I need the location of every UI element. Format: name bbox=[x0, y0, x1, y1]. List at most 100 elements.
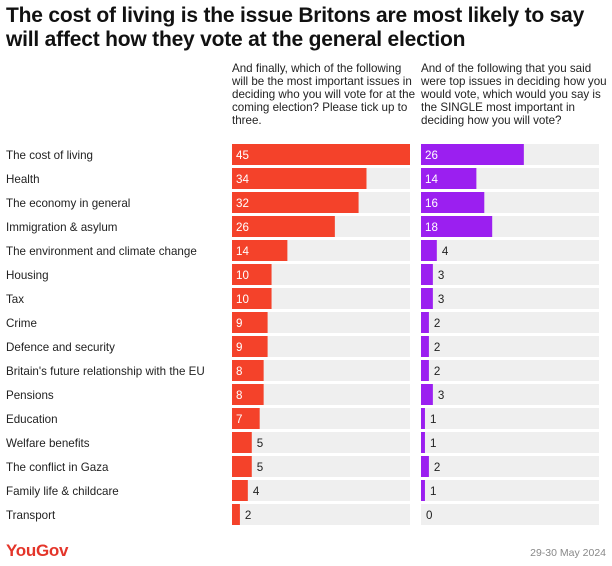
right-bar bbox=[421, 336, 429, 357]
category-label: Immigration & asylum bbox=[6, 221, 117, 234]
right-value-label: 1 bbox=[430, 485, 436, 498]
right-bar bbox=[421, 432, 425, 453]
category-label: The environment and climate change bbox=[6, 245, 197, 258]
left-bar bbox=[232, 360, 264, 381]
right-bar bbox=[421, 192, 485, 213]
right-bar-track bbox=[421, 384, 599, 405]
right-bar bbox=[421, 360, 429, 381]
left-bar bbox=[232, 192, 359, 213]
right-bar bbox=[421, 264, 433, 285]
right-bar bbox=[421, 480, 425, 501]
right-value-label: 2 bbox=[434, 461, 440, 474]
left-bar-track bbox=[232, 432, 410, 453]
yougov-logo: YouGov bbox=[6, 541, 69, 560]
right-bar bbox=[421, 168, 477, 189]
left-value-label: 10 bbox=[236, 293, 249, 306]
category-label: The economy in general bbox=[6, 197, 130, 210]
left-bar bbox=[232, 168, 367, 189]
right-bar-track bbox=[421, 336, 599, 357]
left-value-label: 8 bbox=[236, 365, 242, 378]
right-value-label: 26 bbox=[425, 149, 438, 162]
left-value-label: 5 bbox=[257, 461, 263, 474]
chart-title: The cost of living is the issue Britons … bbox=[6, 4, 585, 51]
right-value-label: 14 bbox=[425, 173, 438, 186]
right-value-label: 1 bbox=[430, 413, 436, 426]
left-bar bbox=[232, 264, 272, 285]
left-bar bbox=[232, 456, 252, 477]
category-label: Crime bbox=[6, 317, 37, 330]
right-bar-track bbox=[421, 456, 599, 477]
category-label: Welfare benefits bbox=[6, 437, 90, 450]
left-bar-track bbox=[232, 384, 410, 405]
category-label: Tax bbox=[6, 293, 24, 306]
left-value-label: 14 bbox=[236, 245, 249, 258]
right-value-label: 18 bbox=[425, 221, 438, 234]
right-bar-track bbox=[421, 480, 599, 501]
left-bar bbox=[232, 240, 288, 261]
category-label: Pensions bbox=[6, 389, 54, 402]
left-bar-track bbox=[232, 360, 410, 381]
left-bar-track bbox=[232, 312, 410, 333]
right-bar bbox=[421, 384, 433, 405]
left-bar-track bbox=[232, 504, 410, 525]
right-bar-track bbox=[421, 240, 599, 261]
category-label: Britain's future relationship with the E… bbox=[6, 365, 205, 378]
right-value-label: 3 bbox=[438, 269, 444, 282]
left-column-question: And finally, which of the following will… bbox=[232, 62, 416, 127]
category-label: Defence and security bbox=[6, 341, 115, 354]
left-bar bbox=[232, 336, 268, 357]
left-value-label: 2 bbox=[245, 509, 251, 522]
left-bar bbox=[232, 432, 252, 453]
right-bar bbox=[421, 288, 433, 309]
left-value-label: 7 bbox=[236, 413, 242, 426]
left-bar-track bbox=[232, 336, 410, 357]
right-bar-track bbox=[421, 288, 599, 309]
right-value-label: 2 bbox=[434, 317, 440, 330]
right-value-label: 1 bbox=[430, 437, 436, 450]
left-value-label: 9 bbox=[236, 341, 242, 354]
right-bar bbox=[421, 456, 429, 477]
right-bar bbox=[421, 144, 524, 165]
right-bar-track bbox=[421, 432, 599, 453]
category-label: Health bbox=[6, 173, 40, 186]
survey-date: 29-30 May 2024 bbox=[530, 547, 606, 559]
left-bar bbox=[232, 144, 410, 165]
left-bar-track bbox=[232, 288, 410, 309]
category-label: The cost of living bbox=[6, 149, 93, 162]
left-bar-track bbox=[232, 408, 410, 429]
right-value-label: 3 bbox=[438, 389, 444, 402]
left-value-label: 26 bbox=[236, 221, 249, 234]
left-value-label: 32 bbox=[236, 197, 249, 210]
left-value-label: 34 bbox=[236, 173, 249, 186]
category-label: The conflict in Gaza bbox=[6, 461, 109, 474]
left-bar bbox=[232, 408, 260, 429]
right-value-label: 3 bbox=[438, 293, 444, 306]
left-value-label: 10 bbox=[236, 269, 249, 282]
left-bar bbox=[232, 288, 272, 309]
left-bar bbox=[232, 384, 264, 405]
left-bar bbox=[232, 480, 248, 501]
right-value-label: 0 bbox=[426, 509, 432, 522]
left-value-label: 5 bbox=[257, 437, 263, 450]
left-bar-track bbox=[232, 456, 410, 477]
right-bar bbox=[421, 240, 437, 261]
right-column-question: And of the following that you said were … bbox=[421, 62, 607, 127]
category-label: Family life & childcare bbox=[6, 485, 119, 498]
left-value-label: 9 bbox=[236, 317, 242, 330]
category-label: Housing bbox=[6, 269, 49, 282]
right-bar-track bbox=[421, 264, 599, 285]
left-value-label: 4 bbox=[253, 485, 260, 498]
left-bar bbox=[232, 312, 268, 333]
left-value-label: 45 bbox=[236, 149, 249, 162]
right-bar bbox=[421, 408, 425, 429]
left-bar bbox=[232, 504, 240, 525]
category-label: Education bbox=[6, 413, 58, 426]
category-label: Transport bbox=[6, 509, 56, 522]
right-bar bbox=[421, 216, 493, 237]
left-bar-track bbox=[232, 480, 410, 501]
left-value-label: 8 bbox=[236, 389, 242, 402]
right-value-label: 2 bbox=[434, 365, 440, 378]
right-value-label: 4 bbox=[442, 245, 449, 258]
left-bar bbox=[232, 216, 335, 237]
